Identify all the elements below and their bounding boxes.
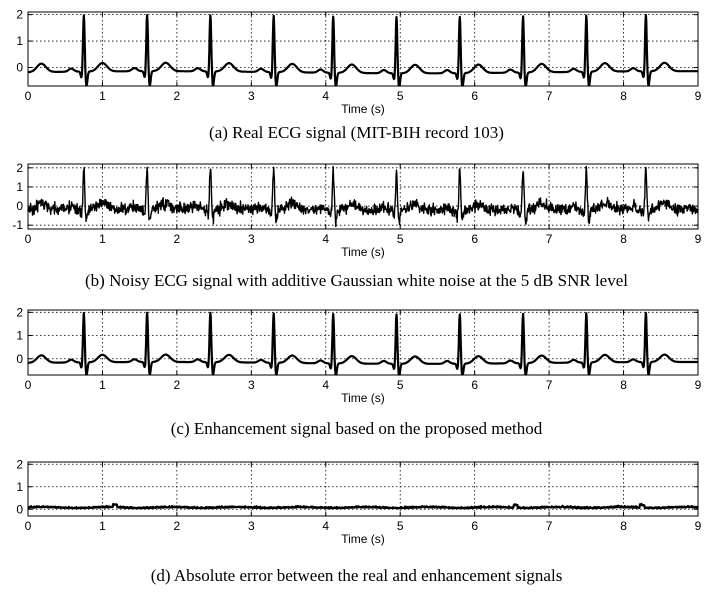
- x-tick-label: 0: [25, 519, 32, 533]
- x-tick-label: 5: [397, 519, 404, 533]
- y-tick-label: 1: [16, 480, 23, 494]
- x-tick-label: 5: [397, 232, 404, 246]
- x-tick-label: 4: [322, 232, 329, 246]
- x-tick-label: 2: [174, 232, 181, 246]
- x-tick-label: 3: [248, 519, 255, 533]
- axes-box: [27, 11, 699, 87]
- y-tick-label: 2: [16, 457, 23, 471]
- x-tick-label: 9: [695, 519, 702, 533]
- y-tick-label: 1: [16, 180, 23, 194]
- axes-box: [27, 309, 699, 376]
- y-tick-label: 0: [16, 199, 23, 213]
- caption-a: (a) Real ECG signal (MIT-BIH record 103): [209, 123, 504, 142]
- chart-a: 0 1 2 3 4 5 6 7 8 9 0 1 2 Time (s): [16, 8, 702, 116]
- x-tick-label: 7: [546, 519, 553, 533]
- x-axis-label: Time (s): [341, 532, 385, 546]
- x-tick-label: 3: [248, 232, 255, 246]
- x-tick-label: 6: [471, 378, 478, 392]
- panel-b: 0 1 2 3 4 5 6 7 8 9 -1 0 1 2 Time (s) (b) Noisy ECG si…: [0, 150, 713, 298]
- x-axis-label: Time (s): [341, 102, 385, 116]
- y-tick-label: 0: [16, 502, 23, 516]
- chart-c: 0 1 2 3 4 5 6 7 8 9 0 1 2 Time (s): [16, 305, 702, 405]
- chart-d: 0 1 2 3 4 5 6 7 8 9 0 1 2 Time (s): [16, 457, 702, 546]
- series-line: [27, 502, 699, 510]
- caption-d: (d) Absolute error between the real and …: [150, 566, 563, 585]
- y-tick-label: 0: [16, 352, 23, 366]
- x-tick-label: 4: [322, 89, 329, 103]
- x-tick-label: 8: [620, 232, 627, 246]
- x-tick-label: 2: [174, 89, 181, 103]
- panel-c: 0 1 2 3 4 5 6 7 8 9 0 1 2 Time (s) (c) Enhancement si…: [0, 298, 713, 446]
- y-tick-label: 0: [16, 61, 23, 75]
- x-tick-label: 6: [471, 89, 478, 103]
- x-tick-label: 2: [174, 519, 181, 533]
- x-tick-label: 6: [471, 519, 478, 533]
- panel-d: 0 1 2 3 4 5 6 7 8 9 0 1 2 Time (s) (d) Absolute error…: [0, 446, 713, 596]
- y-tick-label: 2: [16, 161, 23, 175]
- x-tick-label: 5: [397, 378, 404, 392]
- series-line: [27, 14, 699, 87]
- x-tick-label: 9: [695, 89, 702, 103]
- x-tick-label: 1: [99, 378, 106, 392]
- x-tick-label: 9: [695, 232, 702, 246]
- y-tick-label: 2: [16, 305, 23, 319]
- x-axis-label: Time (s): [341, 245, 385, 259]
- x-tick-label: 0: [25, 378, 32, 392]
- x-tick-label: 8: [620, 89, 627, 103]
- x-axis-label: Time (s): [341, 391, 385, 405]
- x-tick-label: 7: [546, 89, 553, 103]
- y-tick-label: -1: [12, 218, 23, 232]
- x-tick-label: 8: [620, 519, 627, 533]
- x-tick-label: 0: [25, 89, 32, 103]
- series-line: [27, 311, 699, 376]
- x-tick-label: 3: [248, 378, 255, 392]
- caption-c: (c) Enhancement signal based on the prop…: [170, 419, 543, 438]
- x-tick-label: 1: [99, 232, 106, 246]
- series-line: [27, 165, 699, 228]
- x-tick-label: 7: [546, 378, 553, 392]
- axes-box: [27, 163, 699, 230]
- x-tick-label: 4: [322, 519, 329, 533]
- x-tick-label: 5: [397, 89, 404, 103]
- x-tick-label: 2: [174, 378, 181, 392]
- y-tick-label: 1: [16, 329, 23, 343]
- x-tick-label: 6: [471, 232, 478, 246]
- x-tick-label: 1: [99, 519, 106, 533]
- x-tick-label: 0: [25, 232, 32, 246]
- x-tick-label: 9: [695, 378, 702, 392]
- x-tick-label: 1: [99, 89, 106, 103]
- x-tick-label: 4: [322, 378, 329, 392]
- axes-box: [27, 461, 699, 517]
- x-tick-label: 7: [546, 232, 553, 246]
- x-tick-label: 3: [248, 89, 255, 103]
- x-tick-label: 8: [620, 378, 627, 392]
- panel-a: 0 1 2 3 4 5 6 7 8 9 0 1 2 Time (s) (a) Real ECG signa…: [0, 0, 713, 148]
- y-tick-label: 2: [16, 8, 23, 22]
- y-tick-label: 1: [16, 34, 23, 48]
- caption-b: (b) Noisy ECG signal with additive Gauss…: [85, 271, 628, 290]
